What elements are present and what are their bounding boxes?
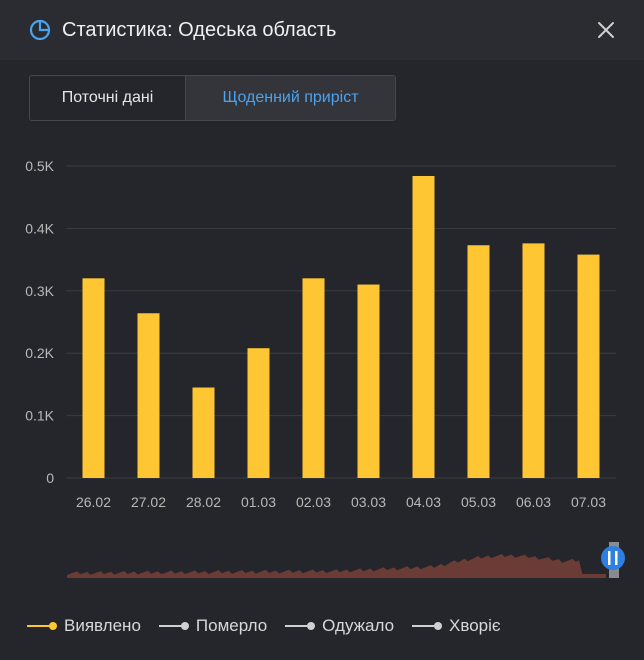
y-tick-label: 0.5K — [25, 158, 54, 174]
pie-chart-icon — [29, 19, 51, 41]
y-tick-label: 0.2K — [25, 345, 54, 361]
bar-28.02[interactable] — [192, 387, 215, 478]
x-tick-label: 05.03 — [461, 494, 496, 510]
y-tick-label: 0.1K — [25, 408, 54, 424]
daily-growth-chart: 0 0.1K 0.2K 0.3K 0.4K 0.5K 26.02 27.02 28.02 01.… — [25, 158, 625, 578]
bar-06.03[interactable] — [522, 243, 545, 478]
y-tick-label: 0.4K — [25, 220, 54, 236]
range-brush[interactable] — [67, 542, 625, 578]
bar-26.02[interactable] — [82, 278, 105, 478]
bar-02.03[interactable] — [302, 278, 325, 478]
bar-27.02[interactable] — [137, 313, 160, 478]
x-tick-label: 01.03 — [241, 494, 276, 510]
legend-label: Хворіє — [449, 616, 501, 635]
tab-daily-growth[interactable]: Щоденний приріст — [186, 76, 395, 120]
brush-overview-area — [67, 554, 606, 578]
x-tick-label: 02.03 — [296, 494, 331, 510]
x-tick-label: 03.03 — [351, 494, 386, 510]
bar-03.03[interactable] — [357, 284, 380, 478]
bar-07.03[interactable] — [577, 254, 600, 478]
legend-label: Одужало — [322, 616, 395, 635]
view-tabs: Поточні дані Щоденний приріст — [29, 75, 396, 121]
legend-item-sick[interactable]: Хворіє — [411, 616, 501, 636]
x-tick-label: 07.03 — [571, 494, 606, 510]
legend-line-icon — [27, 622, 57, 630]
x-tick-label: 04.03 — [406, 494, 441, 510]
x-tick-label: 27.02 — [131, 494, 166, 510]
chart-legend: Виявлено Померло Одужало Хворіє — [26, 614, 518, 638]
legend-line-icon — [412, 622, 443, 630]
close-icon[interactable] — [596, 20, 616, 40]
y-tick-label: 0.3K — [25, 283, 54, 299]
bar-04.03[interactable] — [412, 175, 435, 478]
legend-line-icon — [158, 622, 189, 630]
legend-label: Виявлено — [64, 616, 141, 635]
x-tick-label: 28.02 — [186, 494, 221, 510]
x-tick-label: 06.03 — [516, 494, 551, 510]
dialog-header: Статистика: Одеська область — [0, 0, 644, 60]
legend-label: Померло — [195, 616, 268, 635]
legend-item-detected[interactable]: Виявлено — [26, 616, 141, 636]
legend-line-icon — [285, 622, 316, 630]
brush-handle-right[interactable] — [601, 542, 625, 578]
legend-item-recovered[interactable]: Одужало — [284, 616, 394, 636]
legend-item-died[interactable]: Померло — [158, 616, 267, 636]
x-tick-label: 26.02 — [76, 494, 111, 510]
y-tick-label: 0 — [46, 470, 54, 486]
bar-05.03[interactable] — [467, 245, 490, 478]
dialog-title: Статистика: Одеська область — [62, 19, 337, 41]
bar-01.03[interactable] — [247, 348, 270, 478]
tab-current-data[interactable]: Поточні дані — [30, 76, 186, 120]
